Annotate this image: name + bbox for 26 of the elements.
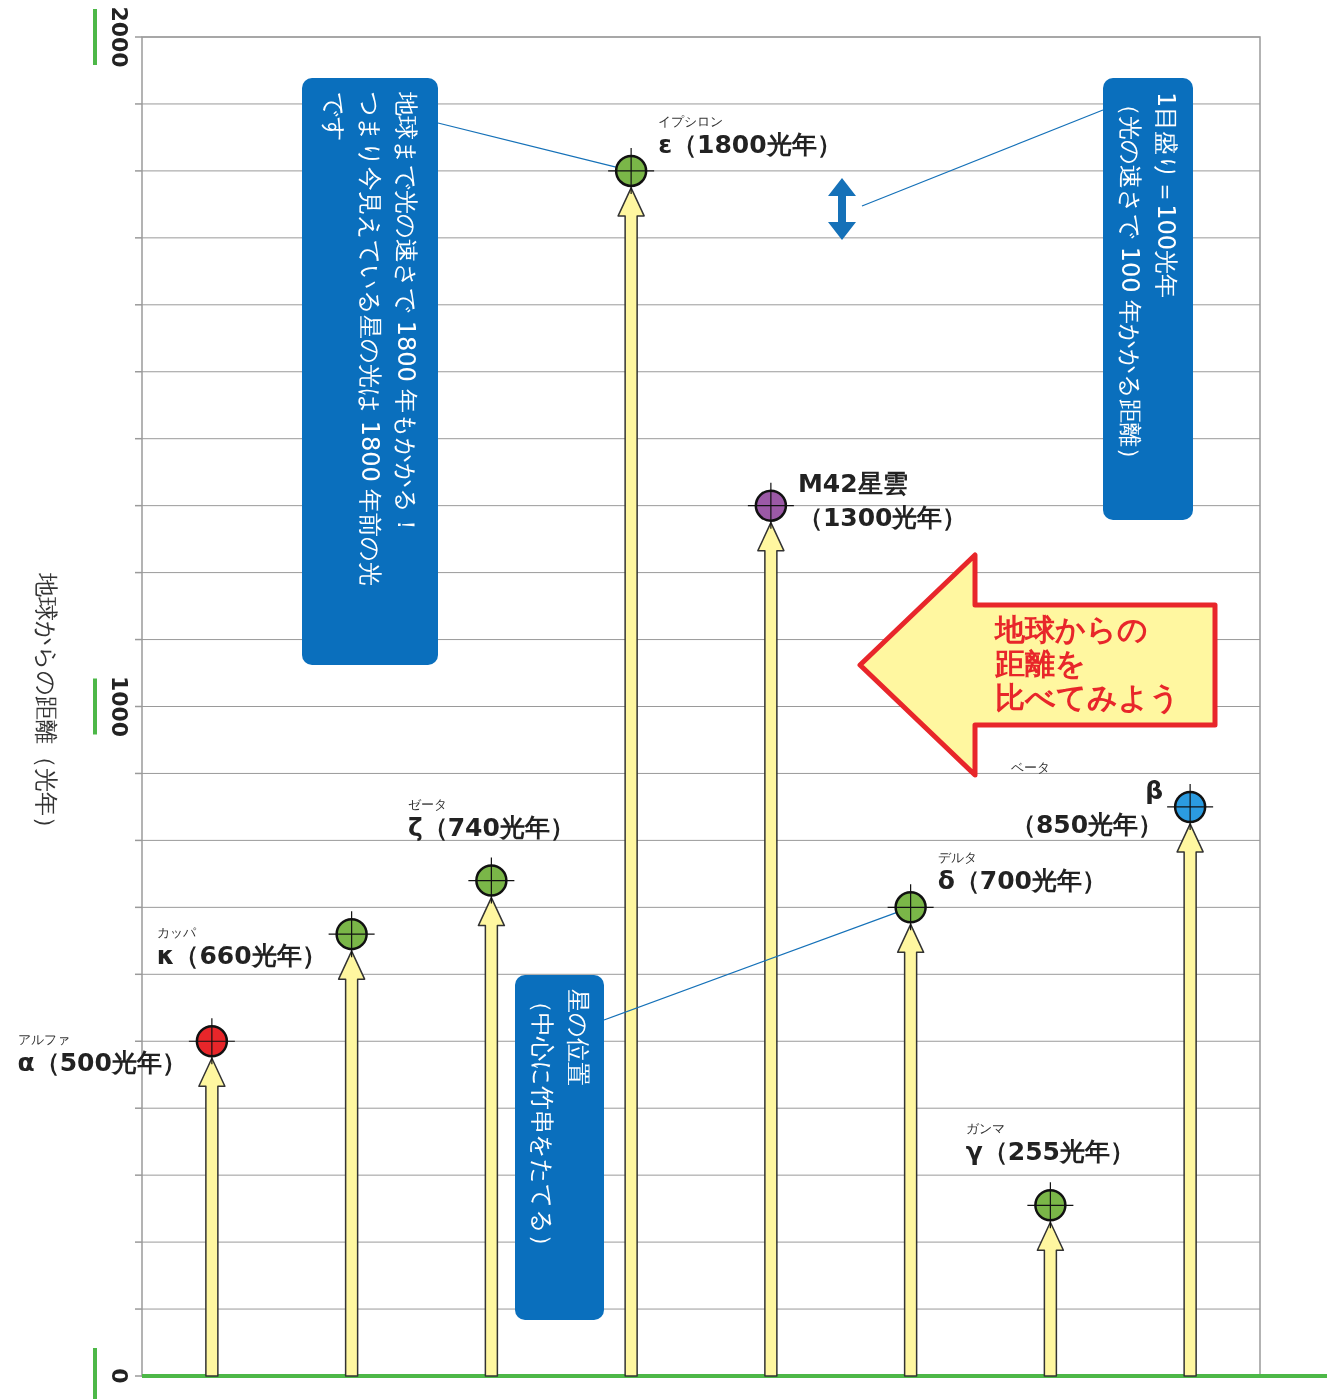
- data-label: M42星雲（1300光年）: [797, 468, 968, 532]
- data-label: κ（660光年）: [156, 941, 327, 971]
- annotation: 1目盛り＝100光年（光の速さで 100 年かかる距離）: [1116, 92, 1180, 472]
- annotation: 地球まで光の速さで 1800 年もかかる！つまり今見えている星の光は 1800 年前の光です: [320, 91, 420, 587]
- y-axis-title: 地球からの距離（光年）: [32, 572, 60, 840]
- point: [475, 864, 508, 897]
- data-label: ε（1800光年）: [658, 129, 842, 159]
- text: アルファ: [17, 1032, 70, 1048]
- annotation: ゼータ: [407, 796, 447, 812]
- data-label: ζ（740光年）: [407, 812, 575, 842]
- data-label: α（500光年）: [17, 1048, 187, 1078]
- point: [1034, 1189, 1067, 1222]
- annotation: デルタ: [937, 850, 977, 866]
- annotation: 星の位置（中心に竹串をたてる）: [527, 989, 592, 1258]
- annotation: カッパ: [156, 925, 197, 941]
- point: [894, 891, 927, 924]
- annotation: ベータ: [1010, 759, 1050, 775]
- y-tick-label: 0: [107, 1368, 132, 1384]
- annotation: イプシロン: [658, 113, 724, 129]
- data-label: β（850光年）: [1010, 775, 1164, 839]
- y-tick-label: 2000: [107, 6, 132, 68]
- data-label: δ（700光年）: [937, 866, 1107, 896]
- data-label: γ（255光年）: [965, 1137, 1135, 1167]
- annotation: ガンマ: [965, 1121, 1005, 1137]
- annotation: 地球からの距離を比べてみよう: [993, 612, 1180, 715]
- y-tick-label: 1000: [107, 675, 132, 738]
